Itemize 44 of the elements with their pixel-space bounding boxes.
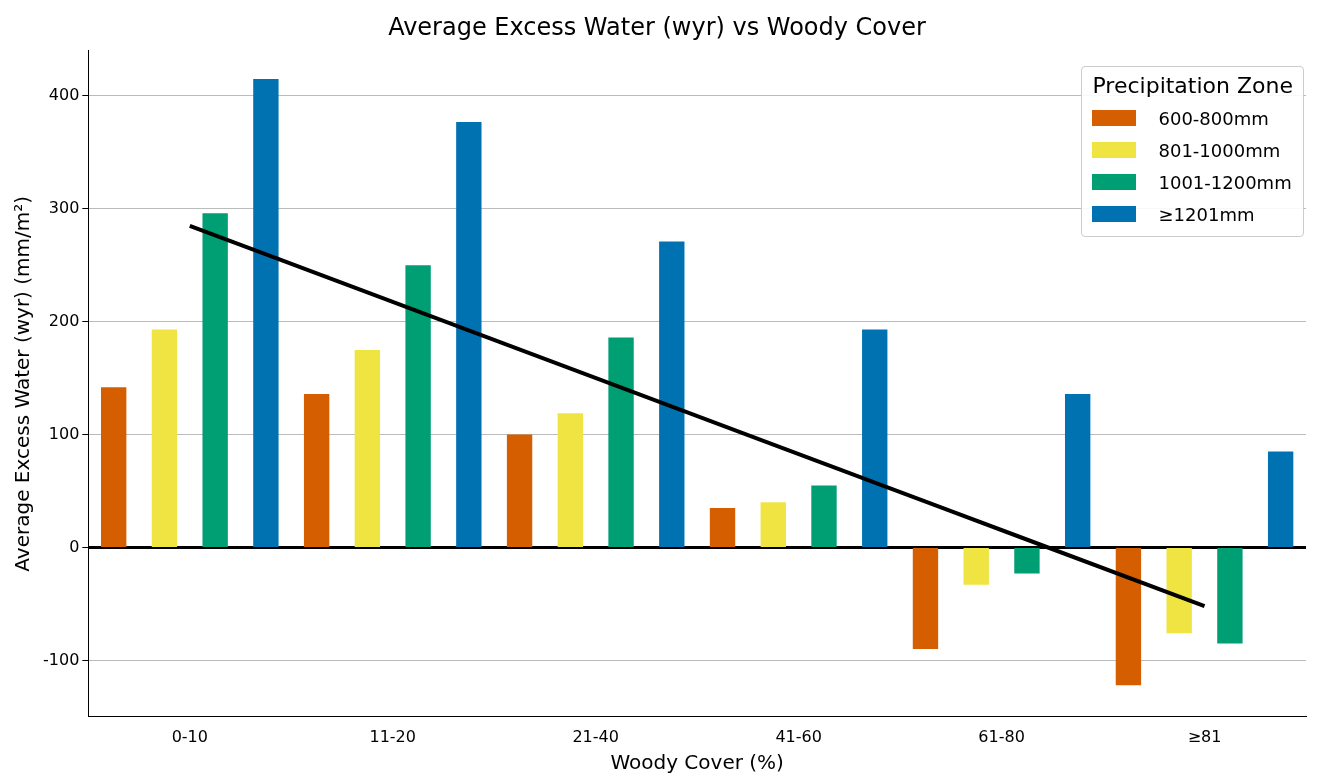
bar	[557, 413, 583, 547]
x-tick-label: 21-40	[572, 726, 619, 746]
bar	[303, 393, 330, 547]
bar	[1267, 451, 1294, 547]
bar	[1115, 547, 1142, 686]
bar	[253, 79, 279, 547]
bar	[101, 387, 127, 547]
bar	[456, 121, 482, 547]
legend-label: 801-1000mm	[1158, 139, 1281, 161]
y-tick-label: -100	[43, 649, 80, 669]
bar	[811, 485, 837, 547]
y-tick-label: 300	[48, 197, 80, 217]
bar	[151, 329, 178, 547]
x-axis-title: Woody Cover (%)	[610, 750, 784, 775]
bar	[1217, 547, 1243, 644]
x-tick-label: 61-80	[978, 726, 1025, 746]
bar	[506, 434, 533, 547]
bar	[405, 265, 431, 547]
y-tick-label: 0	[69, 536, 80, 556]
bar	[963, 547, 989, 585]
x-tick-label: 11-20	[369, 726, 416, 746]
bar	[760, 502, 786, 547]
y-tick-label: 200	[48, 310, 80, 330]
bar	[659, 241, 685, 547]
legend-label: ≥1201mm	[1158, 203, 1255, 225]
legend-label: 600-800mm	[1158, 107, 1269, 129]
x-tick-label: 41-60	[775, 726, 822, 746]
x-tick-label: 0-10	[171, 726, 208, 746]
bar	[608, 337, 634, 547]
legend-label: 1001-1200mm	[1158, 171, 1292, 193]
bar	[354, 349, 381, 547]
y-axis-title: Average Excess Water (wyr) (mm/m²)	[10, 195, 35, 572]
bar	[862, 329, 888, 547]
legend-title: Precipitation Zone	[1092, 73, 1293, 98]
y-tick-label: 100	[48, 423, 80, 443]
bar	[1065, 393, 1091, 547]
bar	[1014, 547, 1040, 574]
bar	[912, 547, 939, 650]
bar	[202, 213, 228, 547]
x-tick-label: ≥81	[1187, 726, 1222, 746]
y-tick-label: 400	[48, 85, 80, 105]
chart-title: Average Excess Water (wyr) vs Woody Cover	[388, 12, 926, 41]
bar	[1166, 547, 1192, 634]
bar	[709, 507, 736, 547]
